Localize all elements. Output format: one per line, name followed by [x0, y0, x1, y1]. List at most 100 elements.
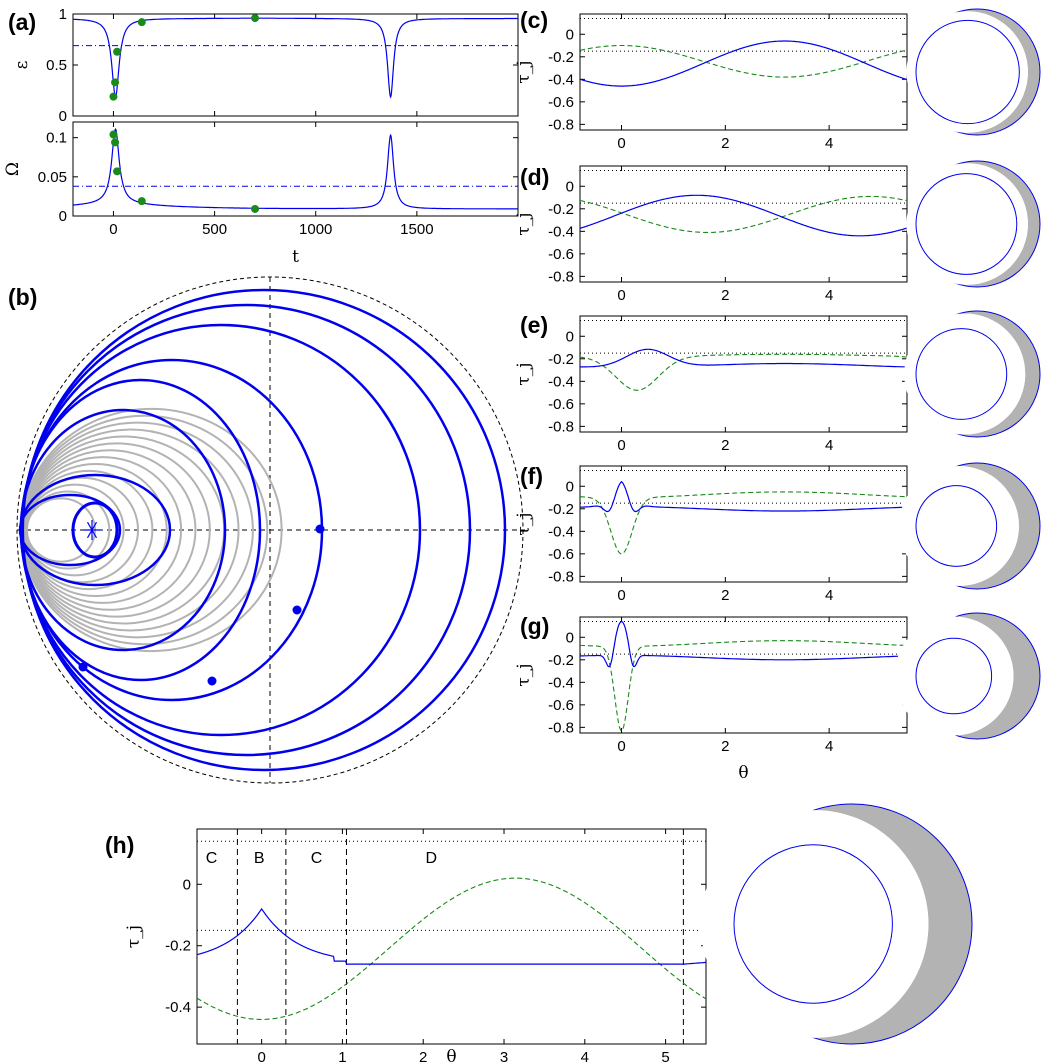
- y-tick-label: 0.05: [38, 169, 67, 186]
- orbit-plot: [16, 276, 525, 784]
- y-tick-label: -0.8: [548, 568, 574, 585]
- y-axis-label: τ_j: [514, 60, 534, 83]
- y-tick-label: -0.2: [548, 652, 574, 669]
- y-tick-label: 0: [566, 328, 574, 345]
- inset-diagram-e: [904, 310, 1041, 438]
- y-tick-label: 0: [566, 26, 574, 43]
- y-tick-label: -0.2: [548, 351, 574, 368]
- axes-frame-d: [579, 165, 908, 283]
- series-solid: [580, 348, 907, 368]
- x-tick-label: 2: [721, 135, 729, 152]
- series-line-omega: [73, 128, 518, 210]
- inset-inner-circle: [915, 19, 1020, 125]
- panel-labels: (a) (b) (c) (d) (e) (f) (g) (h): [8, 7, 549, 858]
- y-axis-label: ε: [12, 60, 32, 69]
- y-tick-label: -0.2: [548, 49, 574, 66]
- panel-label-f: (f): [520, 463, 543, 489]
- y-tick-label: -0.6: [548, 94, 574, 111]
- series-solid: [580, 194, 907, 237]
- orbit-marker: [292, 605, 302, 615]
- data-point-omega: [137, 197, 146, 206]
- data-point-eps: [251, 14, 260, 23]
- y-axis-label: τ_j: [514, 663, 534, 686]
- x-axis-label: t: [292, 247, 299, 267]
- axes-a_omega: 0 500 1000 1500 0 0.05 0.1 Ωt: [3, 121, 519, 267]
- data-point-eps: [137, 18, 146, 27]
- y-tick-label: -0.8: [548, 268, 574, 285]
- series-dashed: [197, 877, 706, 1020]
- y-tick-label: -0.8: [548, 719, 574, 736]
- y-tick-label: 0: [566, 629, 574, 646]
- axes-frame-a_omega: [72, 121, 519, 217]
- x-tick-label: 3: [500, 1049, 508, 1064]
- y-axis-label: τ_j: [124, 925, 144, 948]
- y-tick-label: -0.2: [165, 938, 191, 955]
- y-axis-label: τ_j: [514, 512, 534, 535]
- y-axis-label: Ω: [3, 162, 23, 176]
- axes-f: 0 2 4 0 -0.2 -0.4 -0.6 -0.8 τ_j: [514, 465, 908, 604]
- data-point-omega: [111, 138, 120, 147]
- inset-inner-circle: [915, 485, 998, 567]
- data-point-eps: [113, 47, 122, 56]
- y-tick-label: 0.5: [46, 57, 67, 74]
- y-tick-label: 0: [183, 876, 191, 893]
- inset-inner-circle: [915, 637, 993, 715]
- x-tick-label: 4: [825, 587, 833, 604]
- orbit-marker: [207, 676, 217, 686]
- x-tick-label: 0: [617, 587, 625, 604]
- y-tick-label: -0.4: [548, 71, 574, 88]
- y-tick-label: -0.4: [548, 373, 574, 390]
- series-dashed: [580, 195, 907, 233]
- series-dashed: [580, 44, 907, 78]
- y-tick-label: -0.8: [548, 418, 574, 435]
- axes-frame-h: [196, 828, 707, 1045]
- series-line-eps: [73, 17, 518, 99]
- series-solid: [580, 40, 907, 87]
- inset-diagram-h: [700, 803, 973, 1045]
- y-tick-label: -0.6: [548, 546, 574, 563]
- orbit-marker: [78, 662, 88, 672]
- x-tick-label: 0: [617, 437, 625, 454]
- x-tick-label: 5: [661, 1049, 669, 1064]
- panel-label-e: (e): [520, 312, 548, 338]
- y-tick-label: -0.6: [548, 396, 574, 413]
- y-tick-label: 0: [566, 478, 574, 495]
- orbit-marker: [315, 524, 325, 534]
- inset-inner-circle: [915, 173, 1018, 275]
- series-dashed: [580, 353, 907, 391]
- panel-label-g: (g): [520, 613, 549, 639]
- axes-a_eps: 0 0.5 1 ε: [12, 6, 519, 125]
- data-point-eps: [111, 78, 120, 87]
- axes-c: 0 2 4 0 -0.2 -0.4 -0.6 -0.8 τ_j: [514, 13, 908, 152]
- inset-diagram-d: [906, 160, 1041, 288]
- data-point-omega: [251, 204, 260, 213]
- blue-orbit-inner: [71, 501, 119, 559]
- inset-diagram-f: [899, 462, 1041, 590]
- axes-h: 0 1 2 3 4 5 0 -0.2 -0.4 τ_j θ C B C D: [124, 828, 707, 1064]
- panel-label-b: (b): [8, 284, 37, 310]
- x-tick-label: 1000: [299, 221, 332, 238]
- axes-d: 0 2 4 0 -0.2 -0.4 -0.6 -0.8 τ_j: [514, 165, 908, 304]
- series-dashed: [580, 491, 907, 555]
- y-tick-label: 0: [59, 208, 67, 225]
- x-tick-label: 1500: [400, 221, 433, 238]
- y-tick-label: -0.4: [548, 674, 574, 691]
- y-axis-label: τ_j: [514, 212, 534, 235]
- inset-inner-circle: [915, 328, 1008, 420]
- y-tick-label: -0.2: [548, 501, 574, 518]
- region-label: B: [254, 850, 265, 867]
- inset-diagram-g: [894, 612, 1041, 740]
- y-tick-label: -0.4: [548, 223, 574, 240]
- data-point-omega: [109, 130, 118, 139]
- axes-frame-a_eps: [72, 13, 519, 117]
- data-point-omega: [113, 167, 122, 176]
- x-tick-label: 2: [721, 738, 729, 755]
- x-tick-label: 4: [825, 287, 833, 304]
- axes-frame-g: [579, 616, 908, 734]
- axes-g: 0 2 4 0 -0.2 -0.4 -0.6 -0.8 τ_j θ: [514, 616, 908, 783]
- series-solid: [580, 480, 907, 513]
- x-tick-label: 4: [825, 135, 833, 152]
- x-tick-label: 2: [721, 287, 729, 304]
- x-axis-label: θ: [738, 763, 748, 783]
